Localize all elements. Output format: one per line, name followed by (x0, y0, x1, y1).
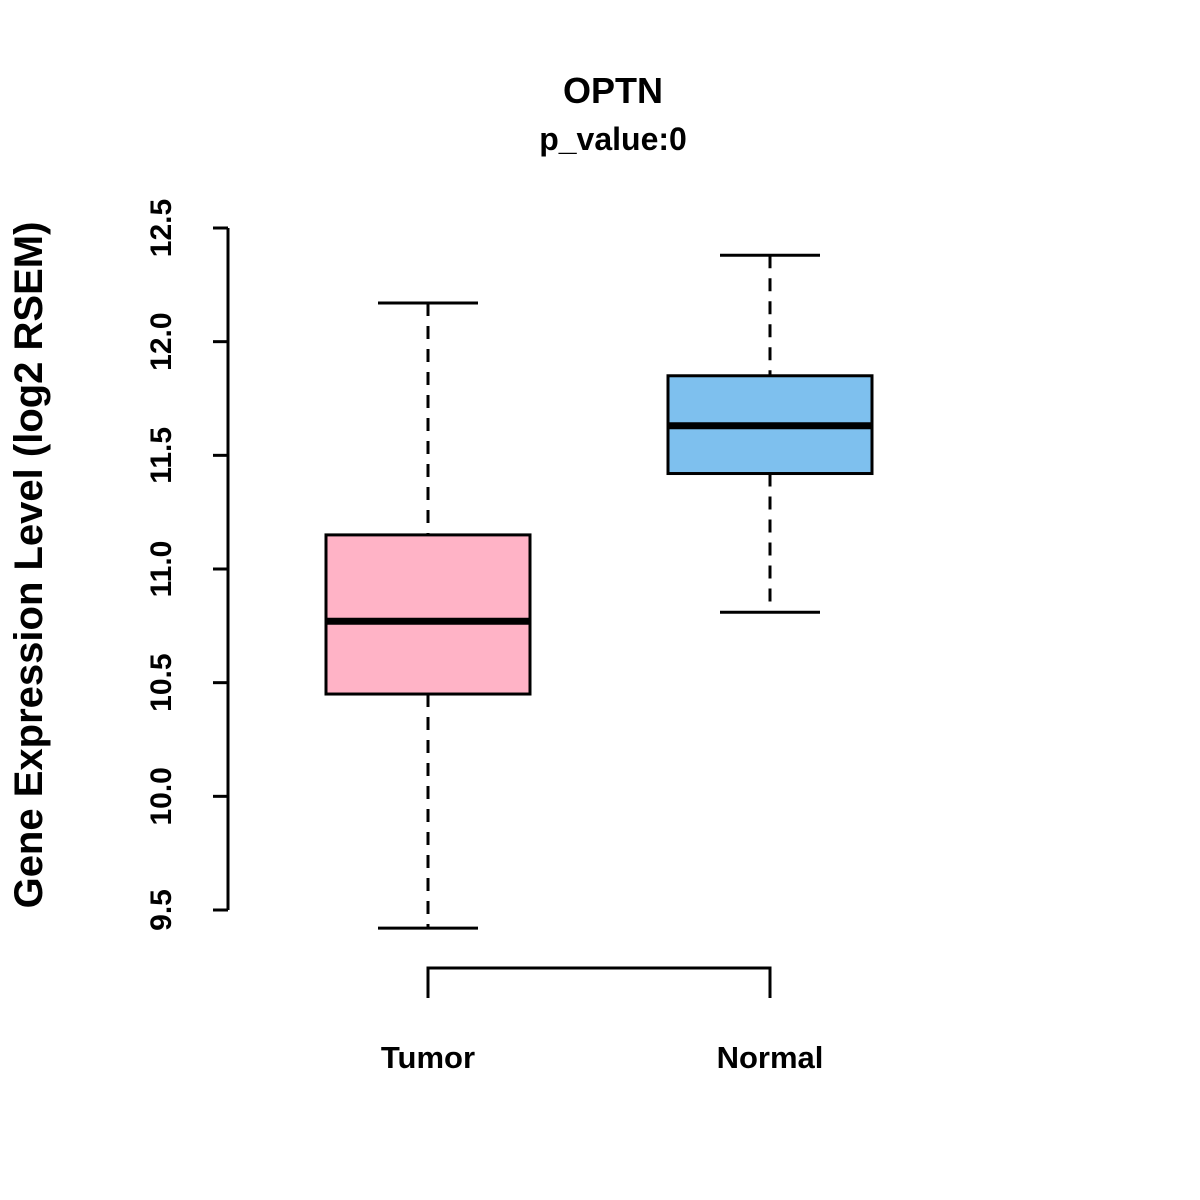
y-tick-label: 10.5 (145, 653, 178, 711)
y-tick-label: 11.5 (145, 427, 178, 484)
y-tick-label: 12.5 (145, 199, 178, 257)
y-tick-label: 10.0 (145, 767, 178, 825)
chart-subtitle: p_value:0 (539, 121, 687, 157)
y-axis-label: Gene Expression Level (log2 RSEM) (7, 222, 51, 909)
x-axis-bracket (426, 966, 772, 998)
x-category-label-tumor: Tumor (381, 1040, 475, 1075)
chart-title: OPTN (563, 70, 663, 111)
y-tick-label: 11.0 (145, 541, 178, 598)
plot-area: 9.5 10.0 10.5 11.0 11.5 12.0 12.5 Tumor Normal (145, 199, 874, 1075)
y-tick-label: 12.0 (145, 312, 178, 370)
box-tumor (324, 533, 532, 696)
x-category-label-normal: Normal (717, 1040, 824, 1075)
y-tick-label: 9.5 (145, 889, 178, 931)
